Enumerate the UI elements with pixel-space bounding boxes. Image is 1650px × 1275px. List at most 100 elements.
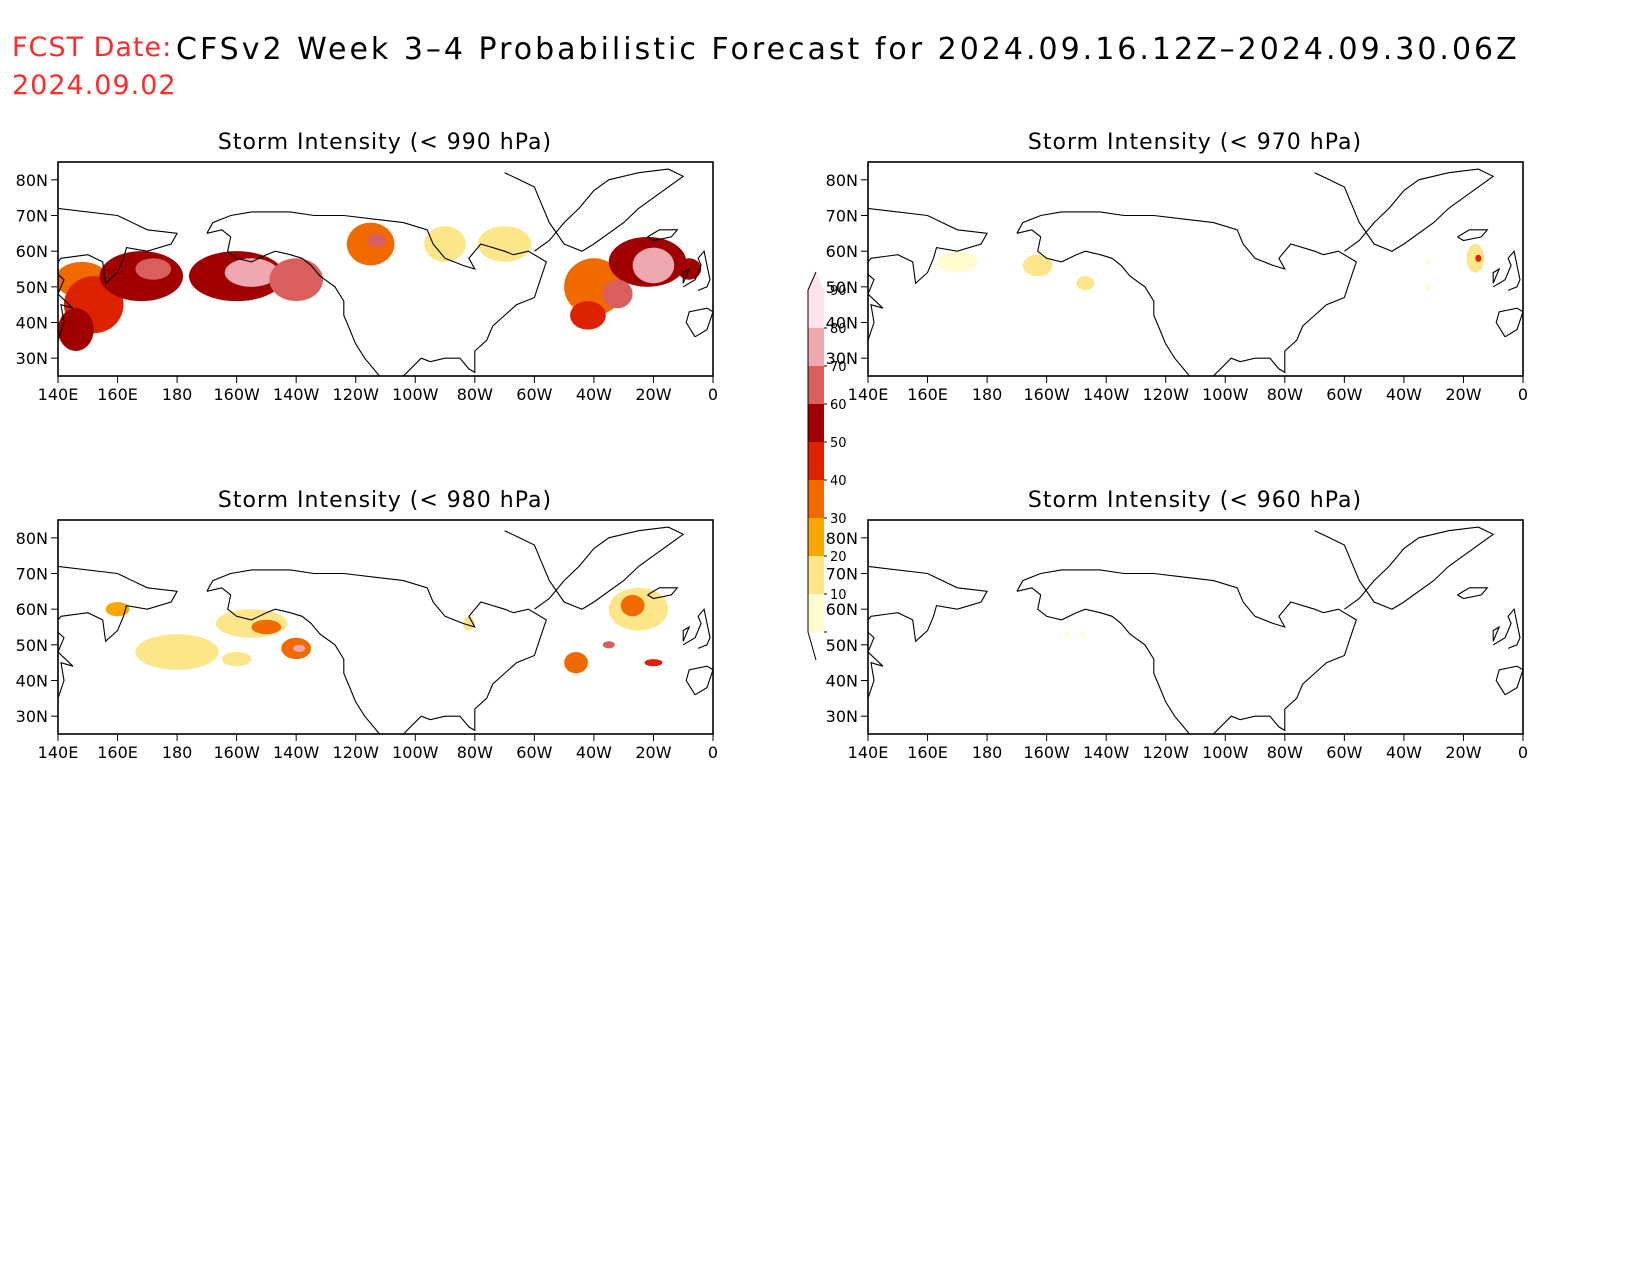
lon-tick-label: 180 (162, 385, 193, 404)
colorbar-label: 30 (830, 512, 847, 527)
coastline (647, 229, 679, 242)
probability-area (936, 251, 979, 273)
panel-title: Storm Intensity (< 980 hPa) (217, 488, 553, 513)
lon-tick-label: 160E (907, 385, 948, 404)
coastline (1016, 229, 1190, 376)
coastline (206, 229, 380, 376)
lon-tick-label: 60W (1326, 743, 1362, 762)
lon-tick-label: 40W (576, 385, 612, 404)
probability-area (564, 651, 588, 674)
lat-tick-label: 40N (826, 314, 858, 333)
lat-tick-label: 30N (16, 707, 48, 726)
coastline (58, 520, 178, 699)
lon-tick-label: 140W (1083, 385, 1130, 404)
lon-tick-label: 140W (1083, 743, 1130, 762)
lat-tick-label: 70N (16, 565, 48, 584)
lon-tick-label: 160E (907, 743, 948, 762)
lon-tick-label: 160E (97, 743, 138, 762)
lat-tick-label: 60N (16, 600, 48, 619)
map-frame (57, 519, 714, 735)
map-frame (867, 519, 1524, 735)
coastline (1314, 168, 1495, 252)
lon-tick-label: 20W (1445, 743, 1481, 762)
map-content (58, 162, 713, 376)
lon-tick-label: 60W (1326, 385, 1362, 404)
coastline (1492, 249, 1521, 291)
lon-tick-label: 80W (1267, 385, 1303, 404)
lon-tick-label: 100W (392, 743, 439, 762)
lat-tick-label: 30N (16, 349, 48, 368)
lat-tick-label: 30N (826, 707, 858, 726)
coastline (1016, 211, 1357, 376)
probability-area (251, 619, 282, 635)
lon-tick-label: 40W (1386, 385, 1422, 404)
coastline (1457, 229, 1489, 242)
probability-area (221, 651, 252, 667)
lon-tick-label: 140E (38, 743, 79, 762)
lon-tick-label: 160W (213, 385, 260, 404)
lon-tick-label: 80W (457, 385, 493, 404)
coastline (868, 162, 988, 341)
panel-990hpa: Storm Intensity (< 990 hPa) 30N 40N 50N 60N… (0, 130, 770, 430)
colorbar-label: 80 (830, 322, 847, 337)
colorbar-segment (808, 480, 824, 518)
panel-title: Storm Intensity (< 960 hPa) (1027, 488, 1363, 513)
probability-area (135, 258, 172, 280)
colorbar-label: 40 (830, 474, 847, 489)
colorbar-segment (808, 328, 824, 366)
coastline (685, 307, 713, 338)
colorbar-label: 70 (830, 360, 847, 375)
probability-area (462, 616, 475, 631)
lon-tick-label: 0 (1518, 385, 1528, 404)
panel-960hpa: Storm Intensity (< 960 hPa) 30N 40N 50N 60N… (810, 488, 1580, 788)
probability-area (424, 226, 466, 262)
lat-tick-label: 50N (826, 278, 858, 297)
coastline (1457, 587, 1489, 600)
probability-area (367, 233, 386, 248)
lon-tick-label: 0 (1518, 743, 1528, 762)
map-frame (57, 161, 714, 377)
map-content (868, 520, 1523, 734)
lon-tick-label: 60W (516, 385, 552, 404)
lat-tick-label: 30N (826, 349, 858, 368)
lat-tick-label: 40N (16, 314, 48, 333)
probability-area (105, 602, 130, 617)
main-title: CFSv2 Week 3–4 Probabilistic Forecast fo… (176, 32, 1520, 67)
colorbar-top-arrow (808, 272, 824, 290)
lon-tick-label: 160W (1023, 385, 1070, 404)
lon-tick-label: 140E (848, 743, 889, 762)
coastline (1016, 587, 1190, 734)
lat-tick-label: 60N (826, 242, 858, 261)
lon-tick-label: 20W (635, 743, 671, 762)
lon-tick-label: 140W (273, 743, 320, 762)
colorbar-segment (808, 290, 824, 328)
coastline (682, 249, 711, 291)
coastline (206, 587, 380, 734)
colorbar-segment (808, 556, 824, 594)
probability-area (1064, 630, 1071, 638)
lon-tick-label: 160W (1023, 743, 1070, 762)
lon-tick-label: 100W (392, 385, 439, 404)
panel-title: Storm Intensity (< 990 hPa) (217, 130, 553, 155)
lon-tick-label: 80W (1267, 743, 1303, 762)
coastline (868, 520, 988, 699)
coastline (58, 162, 178, 341)
probability-area (1424, 258, 1431, 266)
lon-tick-label: 140W (273, 385, 320, 404)
lon-tick-label: 180 (972, 385, 1003, 404)
probability-area (477, 226, 532, 262)
probability-area (135, 634, 219, 670)
lat-tick-label: 60N (826, 600, 858, 619)
coastline (504, 526, 685, 610)
lat-tick-label: 80N (16, 171, 48, 190)
probability-area (620, 594, 645, 617)
panel-980hpa: Storm Intensity (< 980 hPa) 30N 40N 50N 60N… (0, 488, 770, 788)
lon-tick-label: 120W (333, 385, 380, 404)
coastline (685, 665, 713, 696)
coastline (206, 211, 547, 376)
lon-tick-label: 180 (162, 743, 193, 762)
lon-tick-label: 40W (576, 743, 612, 762)
colorbar-segment (808, 366, 824, 404)
coastline (1016, 569, 1357, 734)
coastline (1495, 307, 1523, 338)
